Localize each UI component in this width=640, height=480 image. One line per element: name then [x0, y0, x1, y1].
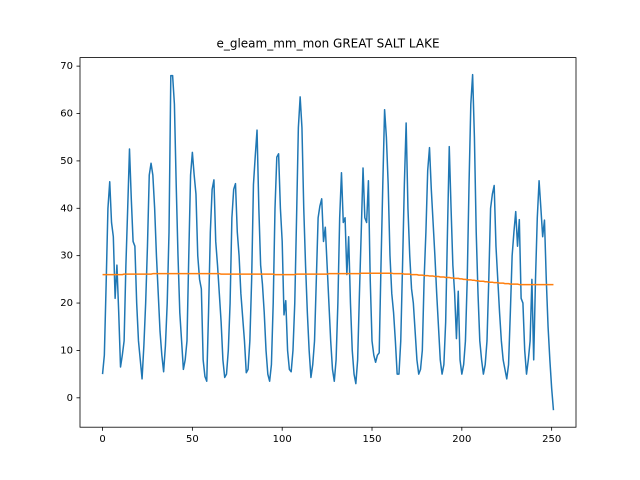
y-tick-label: 30 — [60, 251, 73, 262]
x-tick-label: 0 — [99, 434, 105, 445]
y-tick-label: 60 — [60, 109, 73, 120]
data-line — [101, 73, 555, 411]
y-tick-label: 70 — [60, 61, 73, 72]
y-tick-label: 20 — [60, 298, 73, 309]
chart-title: e_gleam_mm_mon GREAT SALT LAKE — [216, 37, 439, 51]
plot-frame — [79, 57, 577, 428]
x-tick-label: 100 — [273, 434, 292, 445]
x-tick-label: 250 — [542, 434, 561, 445]
data-line — [102, 272, 554, 286]
x-tick-label: 200 — [452, 434, 471, 445]
x-tick-label: 150 — [362, 434, 381, 445]
y-tick-label: 0 — [67, 393, 73, 404]
y-tick-label: 10 — [60, 345, 73, 356]
y-tick-label: 40 — [60, 203, 73, 214]
x-tick-label: 50 — [186, 434, 199, 445]
y-tick-label: 50 — [60, 156, 73, 167]
